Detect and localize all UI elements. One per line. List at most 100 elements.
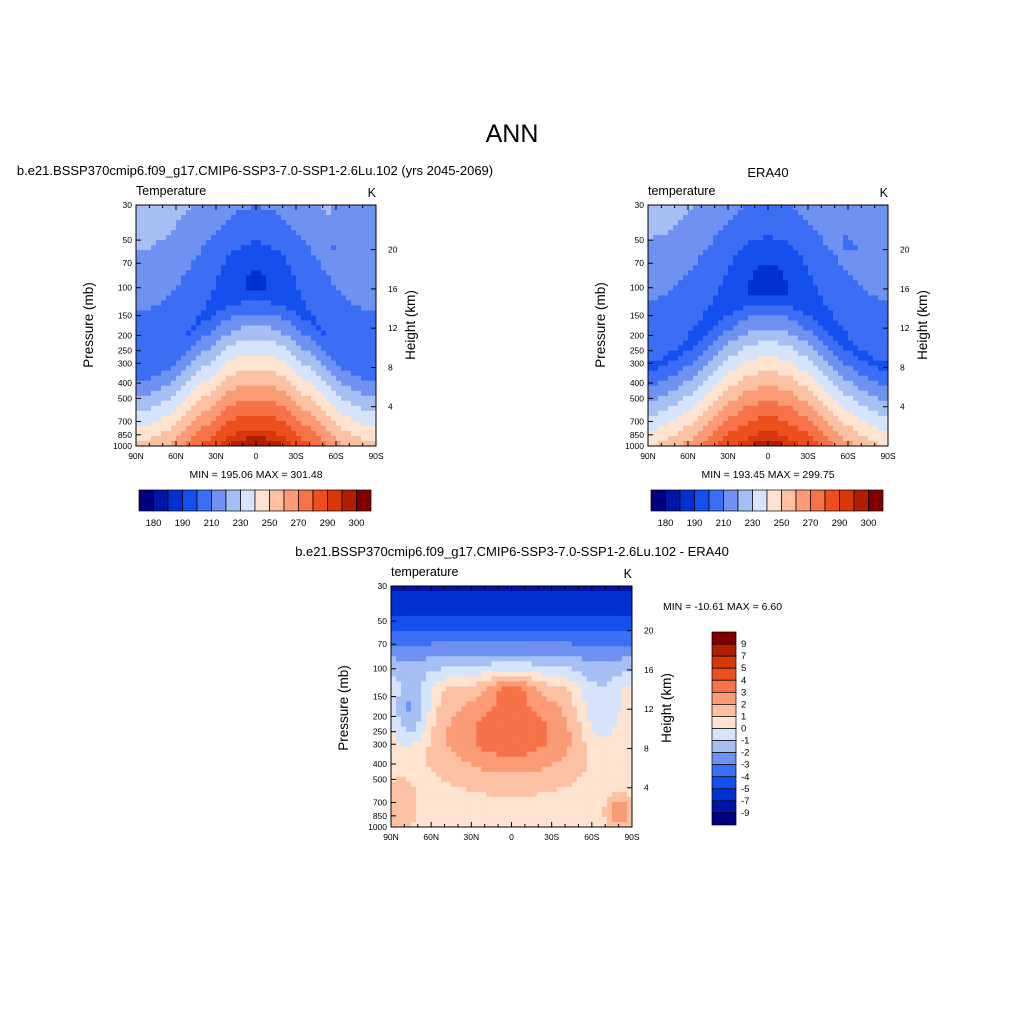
- contour-cell: [818, 290, 824, 296]
- contour-cell: [256, 280, 262, 286]
- contour-cell: [828, 230, 834, 236]
- contour-cell: [286, 340, 292, 347]
- contour-cell: [266, 320, 272, 327]
- contour-cell: [506, 596, 513, 602]
- contour-cell: [648, 390, 654, 397]
- contour-cell: [758, 300, 764, 307]
- contour-cell: [136, 275, 142, 281]
- contour-cell: [226, 315, 232, 322]
- contour-cell: [221, 260, 227, 266]
- contour-cell: [828, 210, 834, 216]
- contour-cell: [136, 295, 142, 301]
- contour-cell: [276, 375, 282, 382]
- contour-cell: [371, 270, 376, 276]
- contour-cell: [286, 210, 292, 216]
- contour-cell: [501, 591, 508, 597]
- contour-cell: [296, 300, 302, 307]
- contour-cell: [281, 265, 287, 271]
- contour-cell: [763, 205, 769, 211]
- contour-cell: [551, 586, 558, 592]
- contour-cell: [848, 240, 854, 246]
- contour-cell: [763, 440, 769, 446]
- contour-cell: [668, 330, 674, 337]
- contour-cell: [201, 370, 207, 377]
- contour-cell: [281, 205, 287, 211]
- contour-cell: [698, 285, 704, 291]
- contour-cell: [216, 340, 222, 347]
- contour-cell: [306, 310, 312, 317]
- contour-cell: [171, 250, 177, 256]
- contour-cell: [853, 420, 859, 427]
- contour-cell: [758, 220, 764, 226]
- contour-cell: [843, 380, 849, 387]
- contour-cell: [738, 330, 744, 337]
- contour-cell: [366, 205, 372, 211]
- contour-cell: [818, 350, 824, 357]
- contour-cell: [648, 435, 654, 442]
- contour-cell: [688, 340, 694, 347]
- contour-cell: [733, 275, 739, 281]
- contour-cell: [206, 415, 212, 422]
- contour-cell: [763, 345, 769, 352]
- contour-cell: [868, 320, 874, 327]
- contour-cell: [281, 430, 287, 437]
- contour-cell: [863, 245, 869, 251]
- contour-cell: [351, 365, 357, 372]
- contour-cell: [683, 245, 689, 251]
- contour-cell: [226, 300, 232, 307]
- contour-cell: [326, 255, 332, 261]
- contour-cell: [878, 280, 884, 286]
- contour-cell: [668, 415, 674, 422]
- contour-cell: [371, 345, 376, 352]
- contour-cell: [853, 205, 859, 211]
- contour-cell: [868, 315, 874, 322]
- contour-cell: [773, 290, 779, 296]
- contour-cell: [206, 255, 212, 261]
- contour-cell: [858, 290, 864, 296]
- contour-cell: [708, 275, 714, 281]
- contour-cell: [653, 280, 659, 286]
- contour-cell: [291, 315, 297, 322]
- contour-cell: [803, 385, 809, 392]
- contour-cell: [251, 340, 257, 347]
- contour-cell: [276, 390, 282, 397]
- contour-cell: [738, 415, 744, 422]
- contour-cell: [241, 420, 247, 427]
- contour-cell: [361, 325, 367, 332]
- contour-cell: [246, 390, 252, 397]
- contour-cell: [321, 305, 327, 312]
- contour-cell: [311, 245, 317, 251]
- contour-cell: [301, 300, 307, 307]
- contour-cell: [316, 290, 322, 296]
- contour-cell: [713, 250, 719, 256]
- contour-cell: [596, 591, 603, 597]
- contour-cell: [351, 415, 357, 422]
- contour-cell: [286, 305, 292, 312]
- contour-cell: [878, 305, 884, 312]
- y-tick-label: 300: [118, 358, 132, 368]
- contour-cell: [703, 305, 709, 312]
- y-tick-label: 700: [118, 416, 132, 426]
- contour-cell: [768, 235, 774, 241]
- contour-cell: [693, 310, 699, 317]
- contour-cell: [541, 591, 548, 597]
- contour-cell: [616, 586, 623, 592]
- contour-cell: [146, 240, 152, 246]
- contour-cell: [698, 430, 704, 437]
- contour-cell: [351, 340, 357, 347]
- contour-cell: [341, 305, 347, 312]
- contour-cell: [703, 285, 709, 291]
- contour-cell: [181, 420, 187, 427]
- contour-cell: [813, 405, 819, 412]
- contour-cell: [281, 270, 287, 276]
- contour-cell: [868, 380, 874, 387]
- contour-cell: [166, 345, 172, 352]
- contour-cell: [301, 340, 307, 347]
- contour-cell: [286, 225, 292, 231]
- contour-cell: [708, 320, 714, 327]
- contour-cell: [823, 215, 829, 221]
- contour-cell: [738, 350, 744, 357]
- contour-cell: [683, 325, 689, 332]
- contour-cell: [848, 210, 854, 216]
- contour-cell: [688, 335, 694, 342]
